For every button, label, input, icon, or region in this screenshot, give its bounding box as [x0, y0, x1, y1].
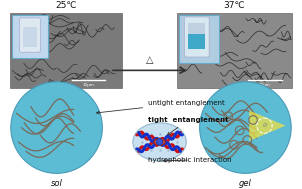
Polygon shape [249, 110, 285, 141]
Ellipse shape [133, 123, 186, 161]
Text: △: △ [146, 55, 154, 65]
Text: Ø: Ø [262, 123, 267, 128]
Bar [177, 13, 292, 88]
Bar [179, 15, 219, 63]
Bar [23, 27, 37, 46]
Text: tight  entanglement: tight entanglement [148, 117, 229, 135]
Ellipse shape [154, 138, 165, 146]
FancyBboxPatch shape [185, 17, 209, 57]
Bar [10, 13, 122, 88]
Text: untight entanglement: untight entanglement [97, 100, 225, 114]
Text: gel: gel [239, 179, 252, 188]
Text: 37℃: 37℃ [223, 1, 245, 10]
Circle shape [11, 82, 102, 173]
Text: hydrophobic interaction: hydrophobic interaction [148, 157, 232, 163]
FancyBboxPatch shape [19, 18, 40, 52]
Bar [12, 15, 48, 58]
Text: sol: sol [51, 179, 63, 188]
Bar [188, 23, 205, 34]
Text: 10μm: 10μm [259, 83, 270, 87]
Bar [188, 34, 205, 49]
Circle shape [156, 139, 163, 145]
Text: 25℃: 25℃ [55, 1, 77, 10]
Text: 10μm: 10μm [82, 83, 94, 87]
Circle shape [200, 82, 291, 173]
